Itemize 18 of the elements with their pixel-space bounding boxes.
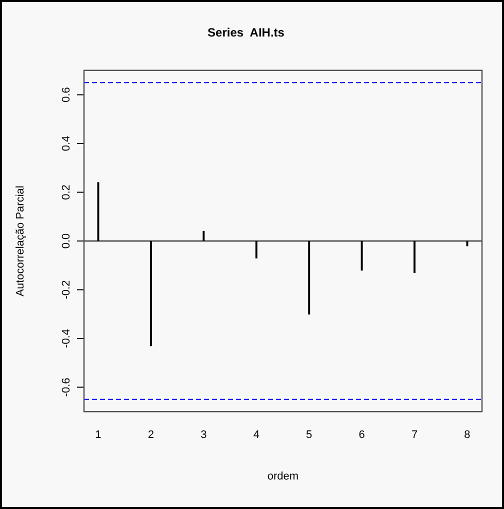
x-tick-label: 5 xyxy=(306,429,312,442)
y-axis-title: Autocorrelação Parcial xyxy=(14,186,27,296)
x-tick-label: 3 xyxy=(200,429,207,442)
x-tick-label: 4 xyxy=(253,429,260,442)
y-tick-label: -0.2 xyxy=(60,280,73,300)
x-tick-label: 2 xyxy=(148,429,154,442)
y-tick-label: -0.4 xyxy=(60,329,73,348)
x-tick-label: 6 xyxy=(358,429,365,442)
x-tick-label: 1 xyxy=(95,429,102,442)
x-tick-label: 7 xyxy=(411,429,418,442)
chart-title: Series AIH.ts xyxy=(208,26,285,40)
y-tick-label: 0.2 xyxy=(60,184,73,200)
y-tick-label: 0.0 xyxy=(60,233,73,249)
y-tick-label: 0.4 xyxy=(60,136,73,152)
y-tick-label: 0.6 xyxy=(60,87,73,102)
x-axis-title: ordem xyxy=(267,470,299,482)
y-tick-label: -0.6 xyxy=(60,378,73,397)
x-tick-label: 8 xyxy=(464,429,470,442)
